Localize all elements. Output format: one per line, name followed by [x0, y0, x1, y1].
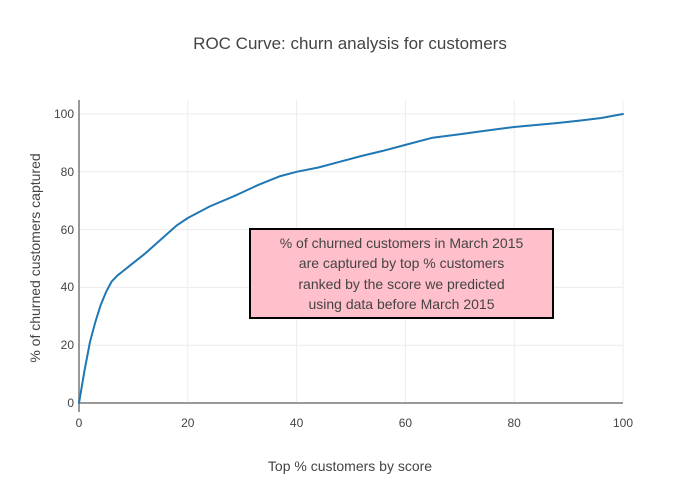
- annotation-box: % of churned customers in March 2015 are…: [249, 228, 554, 319]
- x-tick-label: 0: [75, 416, 83, 430]
- y-tick-label: 100: [53, 107, 74, 121]
- x-tick-label: 20: [181, 416, 195, 430]
- annotation-line: using data before March 2015: [308, 296, 495, 312]
- y-tick-label: 0: [67, 396, 74, 410]
- y-tick-label: 20: [60, 338, 74, 353]
- annotation-line: are captured by top % customers: [298, 255, 505, 271]
- roc-curve-line[interactable]: [78, 113, 624, 404]
- x-tick-label: 100: [612, 416, 634, 430]
- chart-title: ROC Curve: churn analysis for customers: [193, 34, 507, 53]
- y-tick-label: 80: [60, 164, 74, 179]
- annotation-line: % of churned customers in March 2015: [279, 234, 524, 251]
- x-tick-label: 40: [289, 416, 304, 430]
- y-tick-label: 60: [60, 222, 74, 237]
- x-axis-title: Top % customers by score: [267, 458, 433, 474]
- y-tick-label: 40: [60, 280, 74, 295]
- x-tick-label: 80: [507, 416, 521, 430]
- annotation-line: ranked by the score we predicted: [298, 275, 505, 292]
- y-axis-title: % of churned customers captured: [27, 153, 43, 363]
- x-tick-label: 60: [398, 416, 413, 430]
